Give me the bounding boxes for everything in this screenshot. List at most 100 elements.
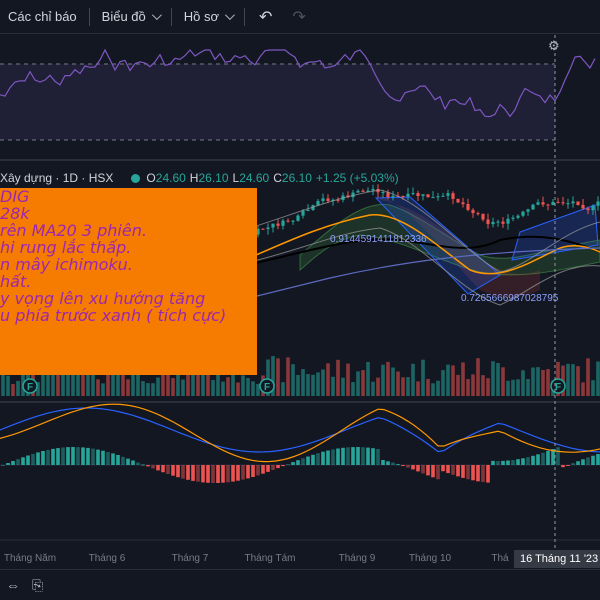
macd-histogram-bar bbox=[391, 462, 395, 465]
profile-label: Hồ sơ bbox=[183, 9, 220, 24]
settings-icon[interactable]: ⚙ bbox=[548, 38, 560, 53]
indicators-button[interactable]: Các chỉ báo bbox=[0, 0, 85, 34]
time-axis-label: Tháng Tám bbox=[245, 553, 296, 564]
macd-histogram-bar bbox=[531, 455, 535, 465]
close-value: 26.10 bbox=[281, 171, 312, 185]
bottom-toolbar: ⇔ ⎘ bbox=[0, 569, 600, 600]
macd-histogram-bar bbox=[6, 463, 10, 465]
volume-bar bbox=[461, 362, 465, 396]
volume-bar bbox=[496, 363, 500, 396]
volume-bar bbox=[486, 378, 490, 396]
volume-bar bbox=[106, 373, 110, 396]
financials-marker-icon[interactable] bbox=[259, 378, 275, 394]
volume-bar bbox=[151, 383, 155, 396]
volume-bar bbox=[356, 371, 360, 396]
volume-bar bbox=[361, 370, 365, 396]
bollinger-lower bbox=[249, 227, 600, 306]
replay-icon[interactable]: ⎘ bbox=[32, 576, 44, 593]
candle-body bbox=[276, 223, 280, 226]
volume-bar bbox=[491, 361, 495, 396]
volume-bar bbox=[401, 377, 405, 396]
volume-bar bbox=[6, 375, 10, 396]
candle-body bbox=[351, 192, 355, 198]
undo-button[interactable]: ↶ bbox=[249, 0, 282, 34]
candle-body bbox=[286, 220, 290, 222]
macd-histogram-bar bbox=[296, 460, 300, 465]
macd-histogram-bar bbox=[581, 459, 585, 465]
macd-histogram-bar bbox=[236, 465, 240, 481]
candle-body bbox=[466, 204, 470, 210]
macd-histogram-bar bbox=[16, 459, 20, 465]
macd-histogram-bar bbox=[536, 454, 540, 465]
macd-histogram-bar bbox=[361, 447, 365, 465]
financials-marker-icon[interactable] bbox=[22, 378, 38, 394]
macd-signal-line bbox=[0, 403, 600, 463]
chart-type-dropdown[interactable]: Biểu đồ bbox=[94, 0, 167, 34]
candle-body bbox=[426, 194, 430, 198]
volume-bar bbox=[316, 372, 320, 396]
volume-bar bbox=[321, 369, 325, 396]
volume-bar bbox=[66, 358, 70, 396]
macd-histogram-bar bbox=[261, 465, 265, 474]
volume-bar bbox=[536, 367, 540, 396]
toolbar-divider bbox=[244, 7, 246, 26]
macd-histogram-bar bbox=[336, 448, 340, 465]
macd-histogram-bar bbox=[276, 465, 280, 469]
macd-histogram-bar bbox=[476, 465, 480, 482]
candle-body bbox=[516, 215, 520, 218]
volume-bar bbox=[101, 383, 105, 396]
macd-histogram-bar bbox=[346, 447, 350, 465]
macd-histogram-bar bbox=[326, 450, 330, 465]
candle-body bbox=[556, 201, 560, 203]
range-icon[interactable]: ⇔ bbox=[6, 577, 20, 593]
macd-histogram-bar bbox=[556, 447, 560, 465]
volume-bar bbox=[136, 363, 140, 396]
candle-body bbox=[506, 218, 510, 224]
volume-bar bbox=[86, 363, 90, 396]
redo-button[interactable]: ↷ bbox=[282, 0, 315, 34]
volume-bar bbox=[166, 357, 170, 396]
chart-svg[interactable]: ⚙ 0.9144591411812336 0.7265666987028795 F F F… bbox=[0, 35, 600, 569]
profile-dropdown[interactable]: Hồ sơ bbox=[176, 0, 240, 34]
macd-histogram-bar bbox=[221, 465, 225, 483]
market-status-icon bbox=[131, 173, 141, 183]
candle-body bbox=[436, 196, 440, 198]
symbol-description[interactable]: Xây dựng · 1D · HSX bbox=[0, 171, 114, 185]
annotation-label[interactable]: 0.9144591411812336 bbox=[330, 234, 427, 245]
macd-histogram-bar bbox=[376, 449, 380, 465]
volume-bar bbox=[446, 364, 450, 396]
candle-body bbox=[421, 194, 425, 196]
volume-bar bbox=[41, 367, 45, 396]
chevron-down-icon bbox=[151, 10, 162, 21]
high-key: H bbox=[189, 171, 199, 185]
candle-body bbox=[496, 221, 500, 223]
volume-bar bbox=[161, 366, 165, 396]
macd-histogram-bar bbox=[131, 460, 135, 465]
candle-body bbox=[476, 213, 480, 215]
candle-body bbox=[471, 209, 475, 214]
candle-body bbox=[291, 220, 295, 222]
macd-histogram-bar bbox=[471, 465, 475, 481]
macd-histogram-bar bbox=[496, 461, 500, 465]
candle-body bbox=[296, 215, 300, 221]
redo-icon: ↷ bbox=[292, 8, 306, 26]
candle-body bbox=[361, 190, 365, 192]
chart-canvas[interactable]: ⚙ 0.9144591411812336 0.7265666987028795 F F F… bbox=[0, 35, 600, 569]
macd-histogram-bar bbox=[421, 465, 425, 474]
volume-bar bbox=[221, 381, 225, 396]
candle-body bbox=[306, 210, 310, 211]
candle-body bbox=[501, 221, 505, 224]
note-line: n mây ichimoku. bbox=[0, 255, 133, 274]
crosshair-time-label: 16 Tháng 11 '23 bbox=[514, 550, 600, 568]
macd-histogram-bar bbox=[546, 450, 550, 465]
macd-histogram-bar bbox=[256, 465, 260, 476]
candle-body bbox=[321, 198, 325, 201]
macd-histogram-bar bbox=[571, 463, 575, 465]
macd-histogram-bar bbox=[21, 457, 25, 465]
candle-body bbox=[316, 201, 320, 206]
macd-histogram-bar bbox=[176, 465, 180, 478]
annotation-label[interactable]: 0.7265666987028795 bbox=[461, 293, 559, 304]
time-axis-label: Tháng Năm bbox=[4, 553, 56, 564]
text-note[interactable]: DIG 28k rên MA20 3 phiên. hi rung lắc th… bbox=[0, 188, 257, 375]
volume-bar bbox=[566, 363, 570, 396]
